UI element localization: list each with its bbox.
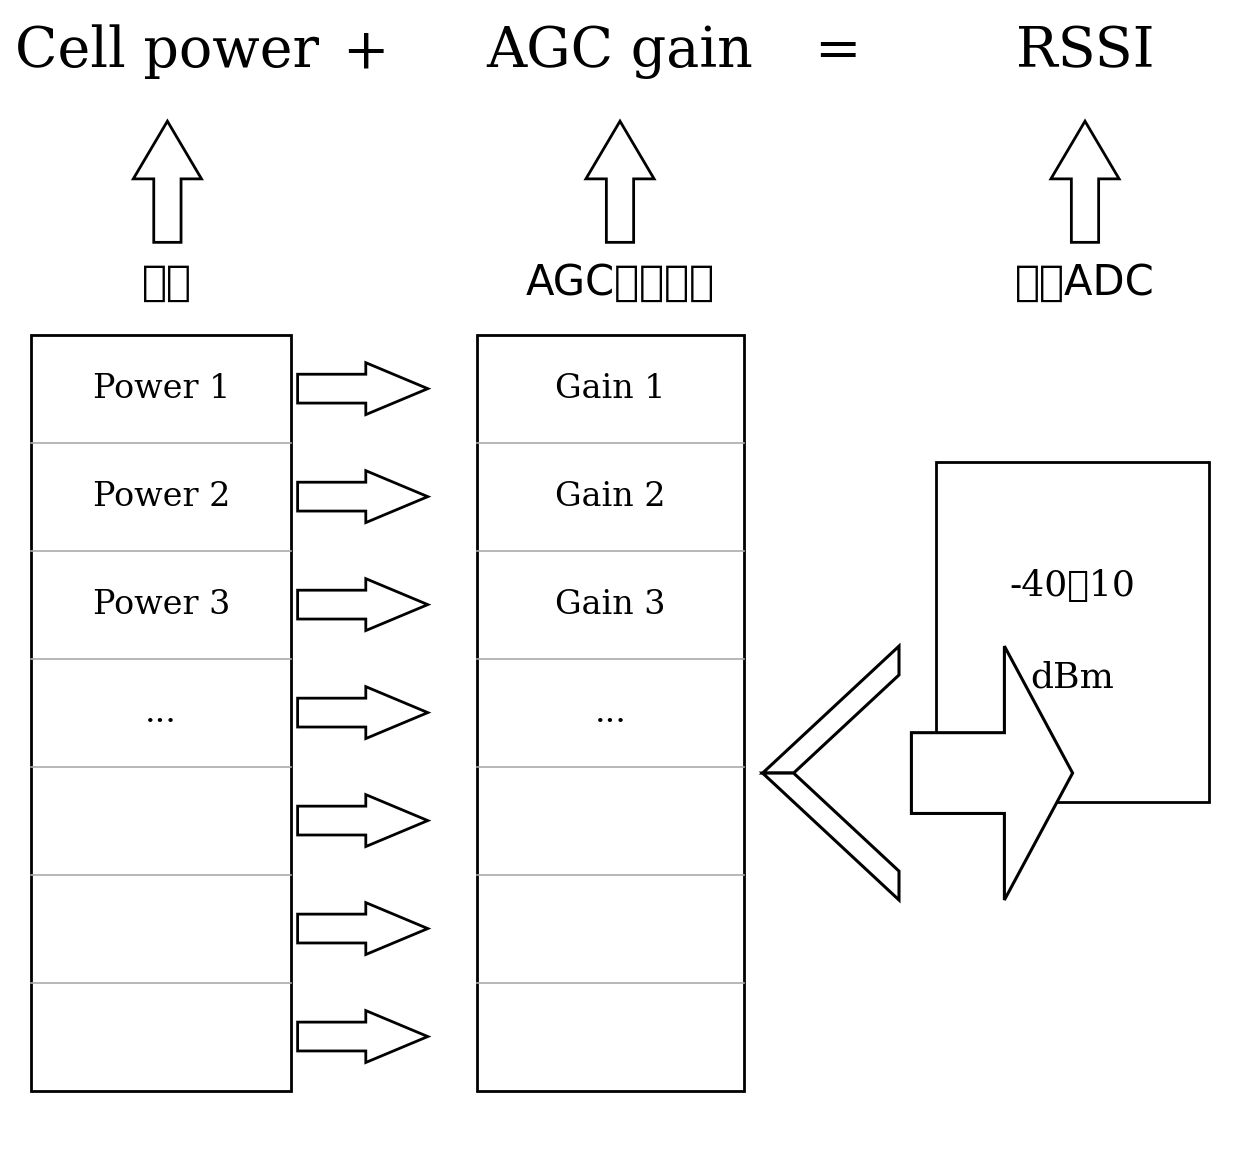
Polygon shape xyxy=(298,795,428,847)
Text: RSSI: RSSI xyxy=(1016,24,1154,80)
Polygon shape xyxy=(134,121,201,242)
Text: 仪器: 仪器 xyxy=(143,262,192,304)
Text: ...: ... xyxy=(145,697,177,728)
Text: dBm: dBm xyxy=(1030,661,1115,695)
Polygon shape xyxy=(298,687,428,739)
Polygon shape xyxy=(298,362,428,414)
Text: =: = xyxy=(813,24,861,80)
Text: Gain 2: Gain 2 xyxy=(556,480,666,512)
Bar xyxy=(936,462,1209,802)
Text: +: + xyxy=(342,24,389,80)
Text: Cell power: Cell power xyxy=(15,24,320,80)
Polygon shape xyxy=(911,646,1073,900)
Text: AGC通道增益: AGC通道增益 xyxy=(526,262,714,304)
Polygon shape xyxy=(763,646,899,773)
Text: AGC gain: AGC gain xyxy=(486,24,754,80)
Polygon shape xyxy=(763,773,899,900)
Text: Power 3: Power 3 xyxy=(93,589,229,621)
Polygon shape xyxy=(585,121,655,242)
Polygon shape xyxy=(298,902,428,954)
Bar xyxy=(477,335,744,1091)
Bar xyxy=(31,335,291,1091)
Text: 基带ADC: 基带ADC xyxy=(1016,262,1154,304)
Polygon shape xyxy=(298,578,428,630)
Text: Gain 3: Gain 3 xyxy=(556,589,666,621)
Polygon shape xyxy=(1052,121,1118,242)
Text: Gain 1: Gain 1 xyxy=(556,373,666,405)
Polygon shape xyxy=(298,1011,428,1063)
Text: Power 2: Power 2 xyxy=(93,480,229,512)
Text: -40～10: -40～10 xyxy=(1009,569,1136,602)
Polygon shape xyxy=(298,471,428,523)
Text: ...: ... xyxy=(595,697,626,728)
Text: Power 1: Power 1 xyxy=(93,373,229,405)
